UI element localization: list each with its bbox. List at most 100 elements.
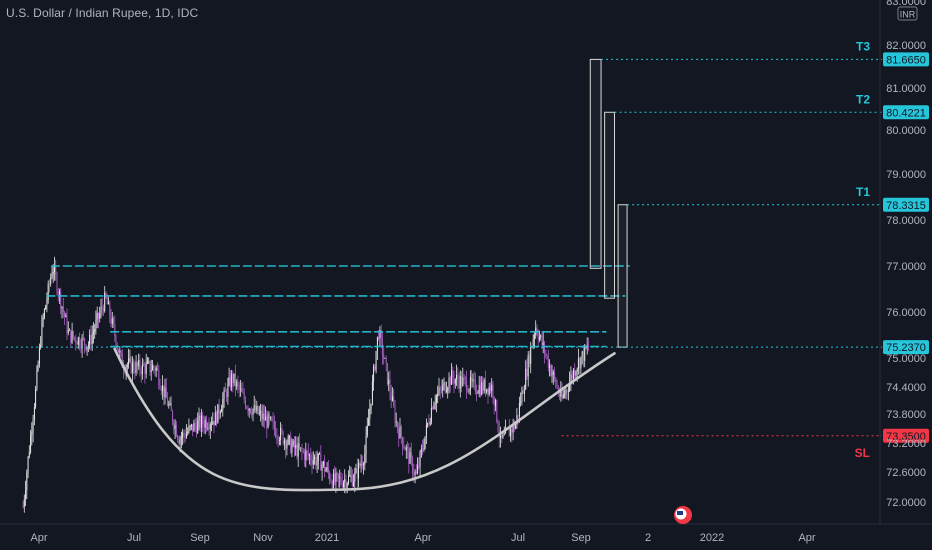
candle-body <box>348 475 349 484</box>
x-tick-label: Jul <box>511 532 525 544</box>
candle-body <box>390 393 392 401</box>
candle-body <box>218 404 220 414</box>
candle-body <box>355 468 357 473</box>
candle-body <box>154 368 156 371</box>
candle-body <box>330 480 332 482</box>
y-tick-label: 73.8000 <box>886 409 926 421</box>
cup-curve <box>113 347 616 492</box>
candle-body <box>89 334 91 346</box>
candle-body <box>138 359 140 367</box>
candle-body <box>96 313 98 320</box>
candle-body <box>30 435 32 453</box>
candle-body <box>168 404 170 406</box>
candle-body <box>214 412 216 426</box>
candle-body <box>394 405 396 422</box>
candle-body <box>511 428 513 433</box>
candle-body <box>70 330 72 343</box>
y-tick-label: 74.4000 <box>886 382 926 394</box>
y-tick-label: 81.0000 <box>886 83 926 95</box>
candle-body <box>208 427 210 429</box>
candle-body <box>456 374 457 380</box>
candle-body <box>180 437 182 439</box>
candle-body <box>243 392 245 400</box>
candle-body <box>46 299 48 306</box>
candle-body <box>296 444 298 457</box>
price-tag <box>883 428 929 443</box>
candle-body <box>76 342 78 345</box>
candle-body <box>291 445 293 453</box>
candle-body <box>325 470 327 472</box>
candle-body <box>549 365 550 368</box>
candle-body <box>91 334 93 344</box>
candle-body <box>583 351 584 361</box>
candle-body <box>115 336 117 347</box>
candle-body <box>520 402 522 403</box>
candle-body <box>510 428 512 437</box>
candle-body <box>354 472 356 482</box>
candle-body <box>158 370 160 386</box>
candle-body <box>407 447 408 449</box>
candle-body <box>334 473 336 483</box>
candle-body <box>261 411 263 420</box>
candle-body <box>206 420 207 429</box>
candle-body <box>562 394 564 398</box>
candle-body <box>62 306 64 312</box>
candle-body <box>217 404 219 424</box>
candle-body <box>130 357 132 373</box>
candle-body <box>398 428 400 439</box>
candle-body <box>111 318 113 324</box>
candle-body <box>25 490 27 500</box>
candle-body <box>204 420 206 428</box>
candle-body <box>515 424 517 429</box>
candle-body <box>405 447 407 451</box>
candle-body <box>544 342 545 354</box>
candle-body <box>232 373 234 383</box>
candle-body <box>80 346 82 349</box>
candle-body <box>493 396 495 406</box>
candle-body <box>451 370 452 385</box>
candle-body <box>198 415 200 421</box>
candle-body <box>305 450 307 460</box>
candle-body <box>508 428 510 437</box>
candle-body <box>257 406 259 414</box>
candle-body <box>82 337 84 339</box>
candle-body <box>448 377 450 389</box>
candle-body <box>273 421 275 429</box>
candle-body <box>292 440 294 446</box>
candle-body <box>126 364 128 367</box>
candle-body <box>28 452 30 457</box>
candle-body <box>516 415 518 425</box>
candle-body <box>316 460 318 466</box>
candle-body <box>211 424 212 425</box>
candle-body <box>43 309 45 318</box>
candle-body <box>565 390 567 395</box>
candle-body <box>491 384 493 391</box>
candle-body <box>389 379 391 393</box>
candle-body <box>353 481 354 486</box>
candle-body <box>75 337 77 343</box>
candle-body <box>152 365 153 371</box>
candle-body <box>474 379 476 392</box>
y-tick-label: 82.0000 <box>886 40 926 52</box>
price-tag-text: 73.3500 <box>886 431 926 443</box>
candle-body <box>153 365 155 369</box>
candle-body <box>246 407 248 408</box>
candle-body <box>229 377 231 388</box>
candle-body <box>329 473 331 481</box>
candle-body <box>174 424 176 429</box>
candle-body <box>501 434 503 439</box>
candle-body <box>182 432 184 438</box>
candle-body <box>569 382 571 391</box>
candle-body <box>38 347 40 364</box>
candle-body <box>110 316 112 324</box>
candle-body <box>408 448 410 464</box>
candle-body <box>540 335 542 337</box>
candle-body <box>464 377 466 380</box>
candle-body <box>87 345 89 347</box>
candle-body <box>495 400 496 406</box>
candle-body <box>47 283 49 300</box>
candle-body <box>33 407 35 420</box>
candle-body <box>350 475 352 477</box>
candle-body <box>265 416 267 421</box>
